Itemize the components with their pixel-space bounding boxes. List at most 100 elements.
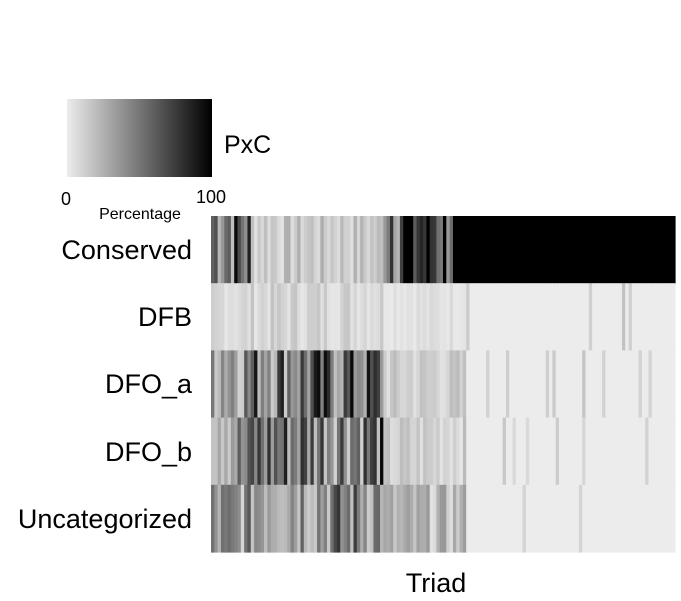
heatmap-cell xyxy=(449,350,454,419)
heatmap-cell xyxy=(559,216,563,284)
heatmap-cell xyxy=(476,216,481,284)
heatmap-cell xyxy=(631,417,636,486)
heatmap-cell xyxy=(287,350,292,419)
heatmap-cell xyxy=(247,350,252,419)
heatmap-cell xyxy=(482,216,487,284)
heatmap-cell xyxy=(598,417,603,486)
heatmap-cell xyxy=(658,283,663,351)
heatmap-cell xyxy=(539,216,544,284)
heatmap-cell xyxy=(237,216,242,284)
heatmap-cell xyxy=(502,350,507,419)
heatmap-cell xyxy=(336,417,341,486)
heatmap-cell xyxy=(472,216,477,284)
heatmap-cell xyxy=(419,484,424,553)
heatmap-cell xyxy=(505,417,510,486)
heatmap-cell xyxy=(635,417,640,486)
heatmap-cell xyxy=(214,484,219,553)
heatmap-cell xyxy=(502,484,507,553)
heatmap-cell xyxy=(403,484,408,553)
heatmap-cell xyxy=(217,417,222,486)
heatmap-cell xyxy=(426,283,431,351)
heatmap-cell xyxy=(244,283,249,351)
heatmap-cell xyxy=(578,216,583,284)
heatmap-cell xyxy=(389,283,394,351)
heatmap-cell xyxy=(515,417,520,486)
heatmap-cell xyxy=(399,484,404,553)
heatmap-cell xyxy=(512,417,517,486)
heatmap-cell xyxy=(469,283,474,351)
heatmap-cell xyxy=(509,283,514,351)
heatmap-cell xyxy=(270,283,275,351)
heatmap-cell xyxy=(565,350,570,419)
heatmap-cell xyxy=(525,350,530,419)
heatmap-cell xyxy=(668,484,673,553)
heatmap-cell xyxy=(529,216,534,284)
heatmap-cell xyxy=(469,484,474,553)
heatmap-cell xyxy=(443,350,447,419)
heatmap-cell xyxy=(280,484,285,553)
heatmap-cell xyxy=(572,283,577,351)
heatmap-cell xyxy=(665,283,669,351)
heatmap-cell xyxy=(462,283,467,351)
heatmap-cell xyxy=(353,216,358,284)
heatmap-cell xyxy=(313,216,318,284)
heatmap-cell xyxy=(658,417,663,486)
heatmap-cell xyxy=(370,216,374,284)
heatmap-cell xyxy=(588,216,593,284)
heatmap-cell xyxy=(297,283,302,351)
heatmap-cell xyxy=(509,417,514,486)
heatmap-cell xyxy=(582,216,587,284)
heatmap-cell xyxy=(572,484,577,553)
heatmap-cell xyxy=(535,350,540,419)
heatmap-cell xyxy=(612,283,616,351)
heatmap-cell xyxy=(595,350,600,419)
heatmap-cell xyxy=(466,216,471,284)
heatmap-cell xyxy=(303,484,308,553)
heatmap-cell xyxy=(661,417,666,486)
heatmap-cell xyxy=(350,283,355,351)
heatmap-cell xyxy=(413,283,418,351)
heatmap-cell xyxy=(555,350,560,419)
heatmap-cell xyxy=(443,283,447,351)
heatmap-cell xyxy=(559,350,563,419)
heatmap-cell xyxy=(406,283,411,351)
heatmap-cell xyxy=(585,350,590,419)
heatmap-cell xyxy=(277,484,282,553)
heatmap-cell xyxy=(519,417,524,486)
heatmap-cell xyxy=(552,216,557,284)
row-label-dfb: DFB xyxy=(138,302,192,332)
heatmap-cell xyxy=(645,350,650,419)
heatmap-cell xyxy=(346,283,351,351)
heatmap-cell xyxy=(631,484,636,553)
heatmap-cell xyxy=(466,283,471,351)
heatmap-cell xyxy=(496,216,500,284)
heatmap-cell xyxy=(578,350,583,419)
heatmap-cell xyxy=(618,283,623,351)
heatmap-cell xyxy=(665,417,669,486)
heatmap-cell xyxy=(456,283,461,351)
heatmap-cell xyxy=(472,350,477,419)
colorbar-min-label: 0 xyxy=(61,189,71,209)
heatmap-cell xyxy=(273,484,278,553)
heatmap-cell xyxy=(648,283,653,351)
heatmap-cell xyxy=(522,283,527,351)
heatmap-cell xyxy=(416,216,421,284)
heatmap-cell xyxy=(505,350,510,419)
heatmap-cell xyxy=(413,484,418,553)
heatmap-cell xyxy=(625,484,630,553)
heatmap-cell xyxy=(641,216,646,284)
heatmap-cell xyxy=(512,484,517,553)
heatmap-cell xyxy=(393,484,398,553)
heatmap-cell xyxy=(303,216,308,284)
heatmap-cell xyxy=(615,216,620,284)
heatmap-cell xyxy=(545,216,550,284)
heatmap-cell xyxy=(539,283,544,351)
heatmap-cell xyxy=(446,484,451,553)
heatmap-cell xyxy=(343,484,348,553)
heatmap-cell xyxy=(327,350,331,419)
heatmap-cell xyxy=(585,484,590,553)
heatmap-cell xyxy=(297,484,302,553)
heatmap-cell xyxy=(380,216,384,284)
heatmap-cell xyxy=(602,484,606,553)
